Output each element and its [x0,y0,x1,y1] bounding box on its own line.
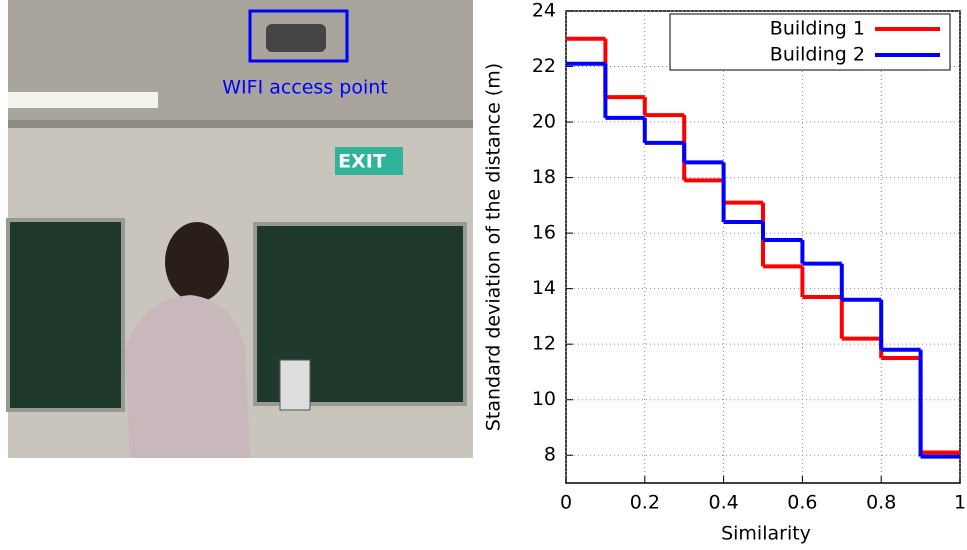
photo-board [8,220,123,410]
photo-annotation: WIFI access point [222,77,387,99]
x-tick-label: 1 [954,492,966,514]
y-tick-label: 14 [532,277,556,299]
y-tick-label: 20 [532,111,556,133]
y-tick-label: 8 [544,444,556,466]
figure: WIFI access point EXIT Similarity Standa… [0,0,967,550]
photo-light [8,92,158,108]
photo-person-body [125,295,250,458]
photo-phone [280,360,310,410]
y-tick-label: 10 [532,388,556,410]
photo-exit-text: EXIT [338,151,386,173]
y-tick-label: 24 [532,0,556,22]
legend-label: Building 1 [770,18,865,40]
y-tick-label: 16 [532,222,556,244]
photo-beam [8,120,473,128]
photo-access-point [266,24,326,52]
legend-label: Building 2 [770,44,865,66]
photo-person-head [165,222,229,302]
y-tick-label: 18 [532,166,556,188]
y-axis-label: Standard deviation of the distance (m) [483,63,505,431]
x-axis-label: Similarity [721,523,811,545]
x-tick-label: 0.4 [708,492,738,514]
photo: WIFI access point EXIT [8,0,473,458]
y-tick-label: 22 [532,55,556,77]
x-tick-label: 0 [560,492,572,514]
x-tick-label: 0.8 [866,492,896,514]
x-tick-label: 0.6 [787,492,817,514]
x-tick-label: 0.2 [630,492,660,514]
y-tick-label: 12 [532,333,556,355]
